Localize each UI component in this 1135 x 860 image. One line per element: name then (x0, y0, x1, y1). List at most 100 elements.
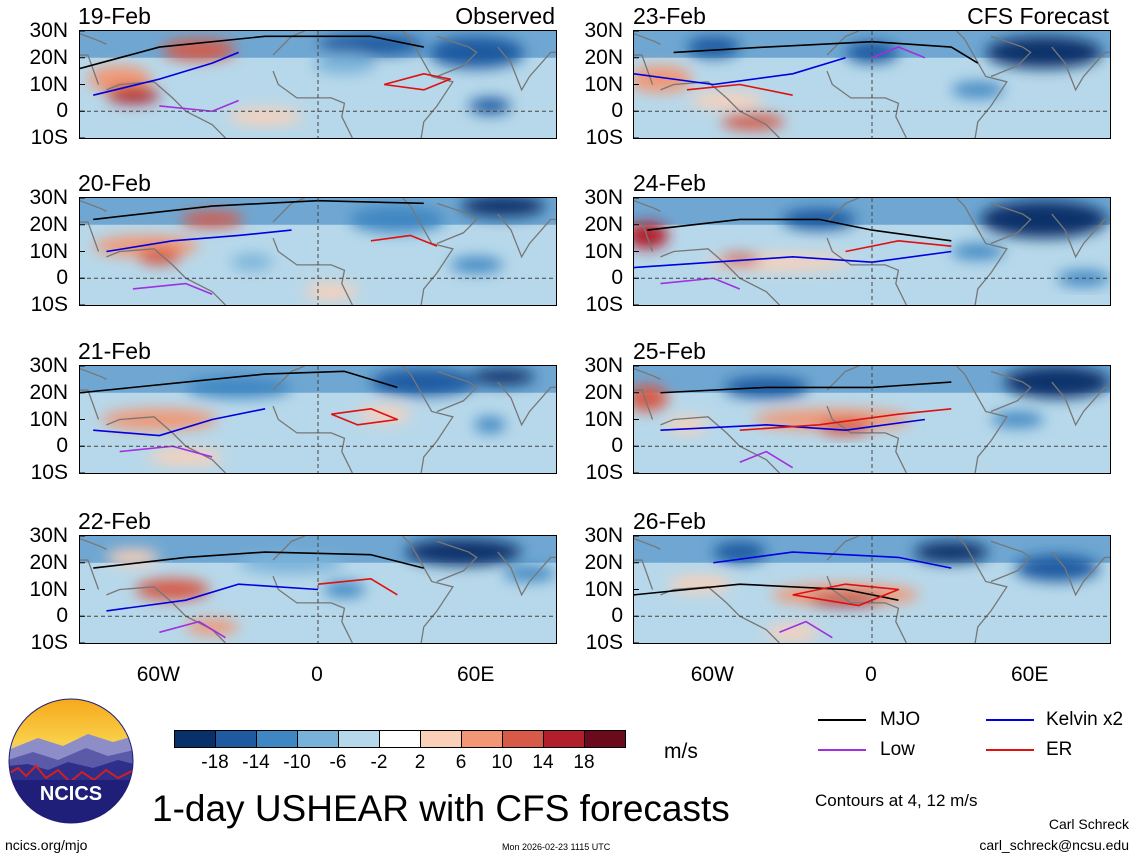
shading-blob (312, 52, 377, 74)
y-tick-label: 30N (584, 354, 623, 377)
panel-date-24-Feb: 24-Feb (633, 170, 706, 196)
units-label: m/s (664, 740, 698, 763)
contour-line (93, 51, 239, 96)
contour-line (383, 72, 452, 91)
panel-date-21-Feb: 21-Feb (78, 338, 151, 364)
y-tick-label: 30N (29, 354, 68, 377)
shading-blob (323, 581, 366, 598)
y-tick-label: 10N (29, 72, 68, 96)
panel-date-20-Feb: 20-Feb (78, 170, 151, 196)
colorbar-swatch (379, 730, 421, 748)
contour-line (80, 35, 424, 70)
coastline (436, 370, 478, 413)
coastline (634, 54, 654, 85)
coastline (990, 202, 1032, 245)
legend-label-mjo: MJO (880, 709, 921, 730)
shading-blob (138, 248, 181, 265)
coastline (660, 586, 780, 643)
coastline (80, 537, 107, 550)
colorbar-swatch (256, 730, 298, 748)
coastline (436, 202, 478, 245)
shading-blob (450, 256, 504, 273)
legend-label-kelvin: Kelvin x2 (1046, 709, 1124, 730)
shading-blob (185, 376, 292, 399)
y-tick-label: 10S (585, 126, 623, 149)
contour-line (370, 234, 438, 247)
shading-blob (180, 211, 244, 228)
map-panel-26-Feb (633, 535, 1111, 644)
y-tick-label: 20N (29, 380, 68, 404)
legend-label-er: ER (1046, 739, 1073, 760)
coastline (80, 199, 107, 212)
coastline (826, 366, 860, 391)
y-tick-label: 20N (584, 45, 623, 69)
y-tick-label: 10S (585, 461, 623, 484)
coastline (634, 559, 654, 590)
timestamp: Mon 2026-02-23 1115 UTC (502, 842, 611, 852)
coastline (272, 405, 353, 473)
colorbar-label: -2 (370, 752, 388, 773)
coastline (826, 405, 907, 473)
panel-date-19-Feb: 19-Feb (78, 3, 151, 29)
x-tick-label: 0 (311, 663, 323, 686)
coastline (634, 389, 654, 420)
coastline (1051, 381, 1110, 427)
contour-line (845, 239, 952, 253)
contour-line (713, 551, 952, 569)
shading-blob (503, 565, 556, 582)
author-email[interactable]: carl_schreck@ncsu.edu (979, 837, 1129, 853)
coastline (80, 54, 100, 85)
x-tick-label: 60W (690, 663, 734, 686)
y-tick-label: 0 (611, 604, 623, 628)
shading-blob (951, 81, 1005, 98)
map-svg (634, 536, 1110, 643)
shading-blob (686, 36, 740, 58)
shading-blob (1014, 554, 1100, 582)
website-link[interactable]: ncics.org/mjo (5, 837, 88, 853)
coastline (990, 370, 1032, 413)
contour-note: Contours at 4, 12 m/s (815, 791, 978, 810)
shading-blob (349, 206, 445, 233)
coastline (990, 540, 1032, 583)
contour-line (686, 83, 793, 96)
map-panel-19-Feb (79, 30, 557, 139)
colorbar-label: -10 (283, 752, 311, 773)
coastline (80, 32, 107, 45)
shading-blob (304, 283, 358, 300)
shading-blob (471, 368, 535, 385)
panel-date-22-Feb: 22-Feb (78, 508, 151, 534)
colorbar-swatch (543, 730, 585, 748)
y-tick-label: 10N (584, 407, 623, 431)
coastline (272, 70, 353, 138)
coastline (402, 366, 454, 473)
map-svg (634, 198, 1110, 305)
coastline (956, 536, 1008, 643)
shading-blob (468, 97, 512, 114)
contour-line (330, 407, 399, 426)
y-tick-label: 30N (584, 524, 623, 547)
coastline (80, 221, 100, 252)
colorbar-label: 14 (532, 752, 554, 773)
map-svg (634, 31, 1110, 138)
map-panel-24-Feb (633, 197, 1111, 306)
coastline (497, 551, 556, 597)
coastline (272, 366, 306, 391)
colorbar-swatch (174, 730, 216, 748)
coastline (660, 248, 780, 305)
y-tick-label: 10S (585, 631, 623, 654)
coastline (634, 32, 661, 45)
shading-blob (914, 541, 989, 563)
map-svg (80, 366, 556, 473)
shading-blob (148, 448, 223, 465)
colorbar-swatch (338, 730, 380, 748)
map-panel-20-Feb (79, 197, 557, 306)
coastline (1051, 551, 1110, 597)
y-tick-label: 20N (29, 45, 68, 69)
coastline (497, 213, 556, 259)
coastline (634, 537, 661, 550)
coastline (402, 198, 454, 305)
coastline (80, 389, 100, 420)
column-title-right: CFS Forecast (967, 3, 1109, 29)
contour-line (106, 583, 319, 612)
shading-blob (87, 65, 152, 93)
